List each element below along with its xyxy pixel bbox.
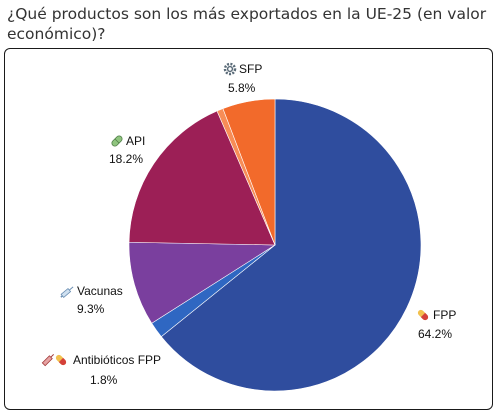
pie-slices bbox=[128, 98, 422, 392]
slice-name-antibioticos: Antibióticos FPP bbox=[73, 353, 161, 367]
slice-name-vacunas: Vacunas bbox=[77, 284, 123, 298]
capsule-icon bbox=[111, 135, 123, 147]
label-api: API 18.2% bbox=[109, 134, 145, 166]
pill-capsule-icon bbox=[417, 309, 429, 321]
slice-value-sfp: 5.8% bbox=[228, 81, 256, 95]
gear-icon bbox=[223, 62, 237, 76]
pie-chart: SFP 5.8% API 18.2% Vacunas 9.3% bbox=[41, 62, 456, 392]
chart-title: ¿Qué productos son los más exportados en… bbox=[7, 5, 487, 43]
chart-panel: SFP 5.8% API 18.2% Vacunas 9.3% bbox=[4, 48, 493, 410]
label-sfp: SFP 5.8% bbox=[223, 62, 262, 95]
slice-value-antibioticos: 1.8% bbox=[90, 373, 118, 387]
slice-value-api: 18.2% bbox=[109, 152, 143, 166]
pill-capsule-icon bbox=[55, 354, 67, 366]
label-fpp: FPP 64.2% bbox=[417, 308, 456, 341]
pie-slice-vacunas bbox=[128, 241, 277, 324]
pie-slice-sfp bbox=[222, 98, 276, 246]
slice-name-api: API bbox=[126, 134, 145, 148]
syringe-icon bbox=[60, 286, 74, 298]
label-antibioticos: Antibióticos FPP 1.8% bbox=[41, 353, 161, 387]
pie-slice-fpp bbox=[160, 98, 422, 392]
syringe-icon bbox=[41, 353, 55, 367]
slice-name-sfp: SFP bbox=[239, 62, 262, 76]
slice-value-fpp: 64.2% bbox=[418, 327, 452, 341]
slice-name-fpp: FPP bbox=[433, 308, 456, 322]
label-vacunas: Vacunas 9.3% bbox=[60, 284, 123, 316]
slice-value-vacunas: 9.3% bbox=[77, 302, 105, 316]
antibiotics-icon bbox=[41, 353, 67, 367]
pie-slice-api bbox=[128, 110, 276, 246]
